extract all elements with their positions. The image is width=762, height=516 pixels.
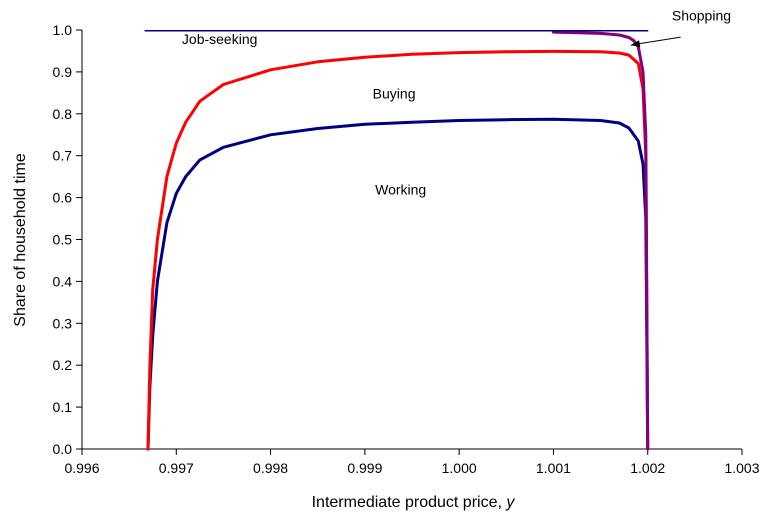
x-tick-label: 1.003 — [724, 460, 759, 476]
annotation-label: Buying — [373, 86, 416, 102]
x-tick-label: 0.996 — [64, 460, 99, 476]
annotation-label: Shopping — [672, 7, 731, 23]
y-tick-label: 0.0 — [53, 441, 73, 457]
y-tick-label: 0.3 — [53, 315, 73, 331]
annotation-label: Working — [375, 182, 426, 198]
y-tick-label: 0.6 — [53, 190, 73, 206]
series-lines — [144, 30, 650, 451]
series-line-2 — [146, 49, 650, 451]
x-tick-label: 1.000 — [442, 460, 477, 476]
x-axis-title-variable: y — [505, 494, 515, 511]
y-axis-title: Share of household time — [12, 153, 29, 327]
arrow-head — [630, 40, 641, 48]
annotations: Job-seeking Buying Working Shopping — [182, 7, 731, 197]
y-tick-label: 1.0 — [53, 22, 73, 38]
y-tick-label: 0.9 — [53, 64, 73, 80]
x-axis-title: Intermediate product price, y — [312, 494, 516, 511]
x-axis-title-text: Intermediate product price, — [312, 494, 507, 511]
y-tick-label: 0.1 — [53, 399, 73, 415]
y-tick-labels: 0.0 0.1 0.2 0.3 0.4 0.5 0.6 0.7 0.8 0.9 1.0 — [53, 22, 73, 457]
x-tick-label: 1.001 — [536, 460, 571, 476]
x-tick-label: 0.998 — [253, 460, 288, 476]
x-tick-label: 0.997 — [159, 460, 194, 476]
series-line-1 — [146, 117, 650, 451]
y-tick-label: 0.2 — [53, 357, 73, 373]
y-tick-label: 0.8 — [53, 106, 73, 122]
x-tick-labels: 0.996 0.997 0.998 0.999 1.000 1.001 1.002 1.003 — [64, 460, 759, 476]
y-tick-label: 0.5 — [53, 232, 73, 248]
x-tick-label: 1.002 — [630, 460, 665, 476]
annotation-label: Job-seeking — [182, 31, 258, 47]
plot-axes — [76, 29, 743, 455]
y-tick-label: 0.7 — [53, 148, 73, 164]
x-tick-label: 0.999 — [347, 460, 382, 476]
series-line-3 — [551, 30, 650, 451]
y-tick-label: 0.4 — [53, 273, 73, 289]
shopping-arrow — [630, 36, 681, 48]
